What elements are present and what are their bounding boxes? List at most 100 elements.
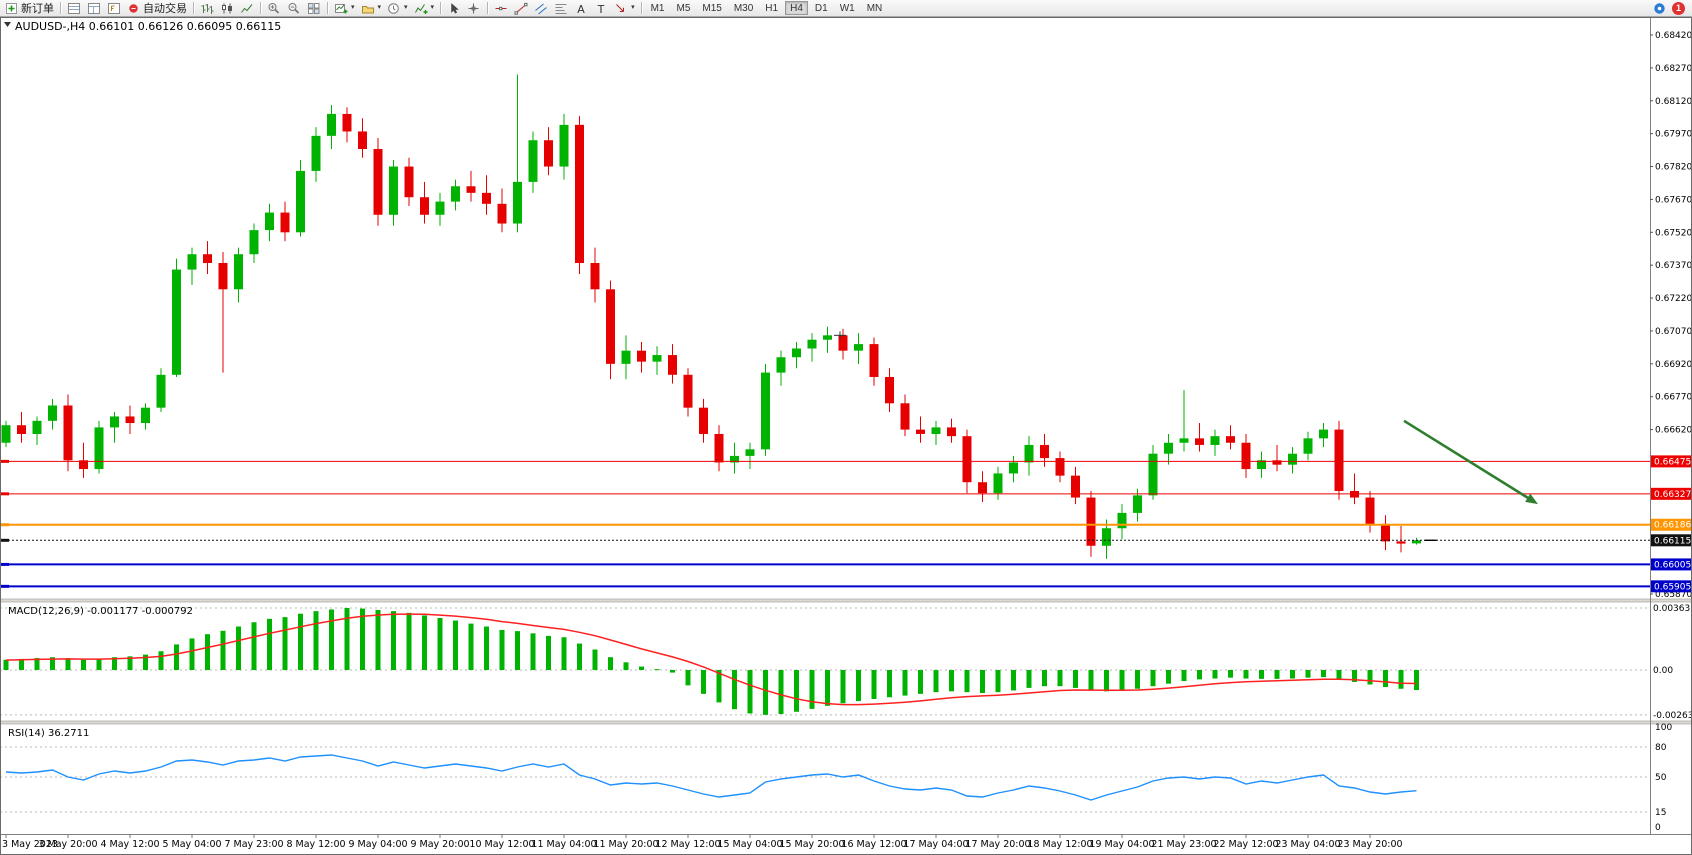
price-lines bbox=[0, 459, 1650, 588]
candle bbox=[1148, 453, 1158, 496]
price-line-left-marker bbox=[1, 492, 9, 496]
chart-title: AUDUSD-,H4 0.66101 0.66126 0.66095 0.661… bbox=[15, 20, 281, 33]
channel-button[interactable] bbox=[531, 0, 551, 16]
bar-chart-button[interactable] bbox=[197, 0, 217, 16]
macd-label: MACD(12,26,9) -0.001177 -0.000792 bbox=[8, 606, 193, 617]
trendline-button[interactable] bbox=[511, 0, 531, 16]
candle bbox=[1257, 460, 1266, 470]
time-tick-label: 15 May 20:00 bbox=[779, 839, 844, 850]
zoom-out-button[interactable] bbox=[284, 0, 304, 16]
time-tick-label: 11 May 04:00 bbox=[531, 839, 596, 850]
candle bbox=[544, 140, 553, 167]
price-tick-label: 0.66770 bbox=[1655, 393, 1692, 403]
crosshair-button[interactable] bbox=[464, 0, 484, 16]
candle bbox=[327, 113, 336, 136]
candle bbox=[342, 113, 352, 132]
chart-canvas[interactable]: MACD(12,26,9) -0.001177 -0.000792 RSI(14)… bbox=[0, 17, 1692, 855]
autotrade-button[interactable]: 自动交易 bbox=[124, 0, 190, 16]
fibonacci-button[interactable] bbox=[551, 0, 571, 16]
timeframe-h4-button[interactable]: H4 bbox=[785, 1, 808, 15]
rsi-indicator: RSI(14) 36.2711 bbox=[0, 728, 1650, 813]
candle bbox=[32, 420, 42, 434]
price-tick-label: 0.66620 bbox=[1655, 426, 1692, 436]
timeframe-m1-button[interactable]: M1 bbox=[650, 3, 665, 14]
panel-separator[interactable] bbox=[0, 720, 1692, 725]
time-tick-label: 3 May 20:00 bbox=[38, 839, 97, 850]
navigator-icon bbox=[107, 2, 121, 15]
new-order-button[interactable]: 新订单 bbox=[2, 0, 57, 16]
indicators-button[interactable]: ▾ bbox=[411, 0, 438, 16]
new-chart-button[interactable]: ▾ bbox=[331, 0, 358, 16]
rsi-tick-label: 100 bbox=[1655, 723, 1672, 733]
candle bbox=[1133, 495, 1142, 513]
candle bbox=[482, 192, 491, 204]
period-button[interactable]: ▾ bbox=[384, 0, 411, 16]
price-line-left-marker bbox=[1, 523, 9, 527]
price-tick-label: 0.67820 bbox=[1655, 163, 1692, 173]
candle bbox=[1334, 429, 1344, 491]
candle bbox=[714, 433, 724, 463]
timeframe-m30-button[interactable]: M30 bbox=[733, 3, 754, 14]
price-tick-label: 0.68120 bbox=[1655, 97, 1692, 107]
panel-separator[interactable] bbox=[0, 598, 1692, 603]
price-line-left-marker bbox=[1, 584, 9, 588]
navigator-button[interactable] bbox=[104, 0, 124, 16]
chart-collapse-icon[interactable] bbox=[4, 22, 11, 27]
time-tick-label: 10 May 12:00 bbox=[469, 839, 534, 850]
timeframe-d1-button[interactable]: D1 bbox=[814, 3, 828, 14]
candle bbox=[1164, 442, 1173, 454]
candle bbox=[916, 429, 925, 434]
data-window-button[interactable] bbox=[84, 0, 104, 16]
time-tick-label: 23 May 20:00 bbox=[1337, 839, 1402, 850]
candle bbox=[1040, 444, 1049, 459]
trend-arrow-annotation[interactable] bbox=[1403, 419, 1534, 503]
candle bbox=[962, 436, 972, 483]
rsi-tick-label: 50 bbox=[1655, 773, 1667, 783]
period-button-dropdown-caret[interactable]: ▾ bbox=[404, 4, 408, 11]
new-chart-button-dropdown-caret[interactable]: ▾ bbox=[351, 4, 355, 11]
timeframe-m15-button[interactable]: M15 bbox=[702, 3, 722, 14]
timeframe-h1-button[interactable]: H1 bbox=[765, 3, 779, 14]
label-button[interactable]: T bbox=[591, 0, 611, 16]
horizontal-line-button[interactable] bbox=[491, 0, 511, 16]
candle bbox=[79, 460, 88, 470]
price-axis[interactable]: 0.68420 0.68270 0.68120 0.67970 0.67820 0.676… bbox=[1650, 17, 1692, 834]
candle bbox=[1009, 462, 1018, 474]
time-tick-label: 16 May 12:00 bbox=[841, 839, 906, 850]
timeframe-mn-button[interactable]: MN bbox=[866, 3, 883, 14]
rsi-tick-label: 80 bbox=[1655, 743, 1667, 753]
candle bbox=[1071, 475, 1080, 498]
profiles-button-dropdown-caret[interactable]: ▾ bbox=[377, 4, 382, 11]
candle bbox=[110, 416, 119, 428]
timeframe-m5-button[interactable]: M5 bbox=[676, 3, 691, 14]
text-button[interactable]: A bbox=[571, 0, 591, 16]
candles-series bbox=[1, 74, 1421, 559]
candle bbox=[497, 203, 507, 224]
candle bbox=[559, 124, 569, 167]
rsi-tick-label: 15 bbox=[1655, 808, 1666, 818]
line-chart-button[interactable] bbox=[237, 0, 257, 16]
candlestick-chart-button[interactable] bbox=[217, 0, 237, 16]
macd-tick-label: -0.00263 bbox=[1653, 711, 1692, 721]
time-tick-label: 4 May 12:00 bbox=[100, 839, 159, 850]
price-line-left-marker bbox=[1, 459, 9, 463]
candle bbox=[931, 427, 941, 434]
candle bbox=[947, 427, 956, 437]
candle bbox=[1086, 497, 1096, 546]
price-line-badge bbox=[1651, 487, 1691, 500]
time-tick-label: 7 May 23:00 bbox=[224, 839, 283, 850]
notifications-badge[interactable]: 1 bbox=[1672, 1, 1685, 15]
timeframe-w1-button[interactable]: W1 bbox=[839, 3, 855, 14]
indicators-icon bbox=[414, 2, 428, 15]
tile-windows-button[interactable] bbox=[304, 0, 324, 16]
community-icon[interactable] bbox=[1653, 2, 1667, 15]
profiles-button[interactable]: ▾ bbox=[358, 0, 385, 16]
candle bbox=[761, 372, 770, 450]
zoom-in-button[interactable] bbox=[264, 0, 284, 16]
cursor-button[interactable] bbox=[444, 0, 464, 16]
indicators-button-dropdown-caret[interactable]: ▾ bbox=[430, 4, 435, 11]
market-watch-button[interactable] bbox=[64, 0, 84, 16]
arrows-button[interactable]: ▾ bbox=[611, 0, 638, 16]
arrows-button-dropdown-caret[interactable]: ▾ bbox=[631, 4, 635, 11]
